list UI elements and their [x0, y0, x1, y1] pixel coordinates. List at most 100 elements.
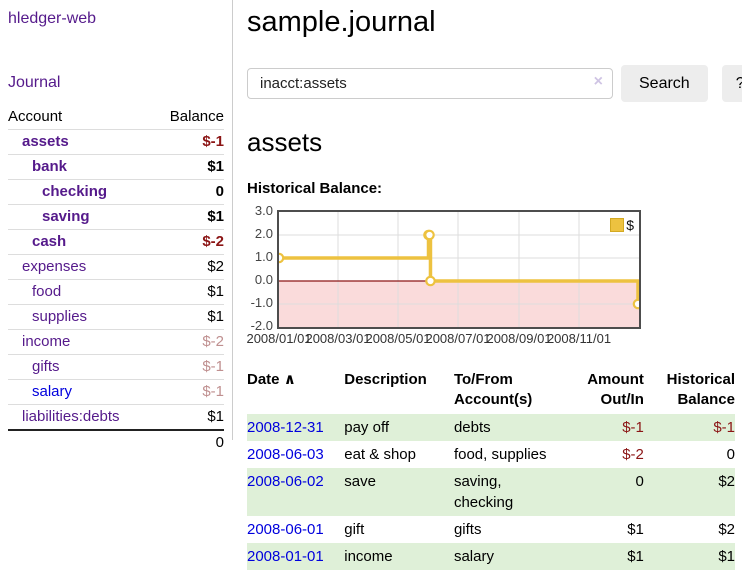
x-axis-tick-label: 2008/11/01 — [546, 331, 612, 346]
accounts-total-value: 0 — [153, 429, 224, 455]
y-axis-tick-label: 3.0 — [254, 203, 273, 218]
search-input[interactable] — [247, 68, 613, 99]
transaction-balance: $1 — [643, 543, 735, 570]
register-header-row: Date ∧ Description To/From Account(s) Am… — [247, 368, 735, 414]
account-balance: 0 — [153, 179, 224, 205]
transaction-description: pay off — [344, 414, 454, 441]
account-balance: $1 — [153, 279, 224, 305]
account-link[interactable]: saving — [42, 208, 90, 225]
transaction-balance: 0 — [726, 446, 735, 463]
account-balance: $1 — [153, 204, 224, 230]
register-row: 2008-12-31 pay off debts $-1 $-1 — [247, 414, 735, 441]
account-link[interactable]: gifts — [32, 358, 60, 375]
transaction-amount: $-2 — [622, 446, 644, 463]
transaction-amount: $1 — [567, 543, 644, 570]
account-balance: $1 — [153, 154, 224, 180]
sort-ascending-icon: ∧ — [283, 371, 296, 388]
account-row: liabilities:debts $1 — [8, 404, 224, 431]
account-row: food $1 — [8, 279, 224, 305]
account-link[interactable]: bank — [32, 158, 68, 175]
account-balance: $-2 — [153, 329, 224, 355]
transaction-amount: $-1 — [567, 414, 644, 441]
accounts-total-row: 0 — [8, 429, 224, 455]
account-link[interactable]: cash — [32, 233, 67, 250]
x-axis-tick-label: 2008/03/01 — [305, 331, 371, 346]
account-link[interactable]: assets — [22, 133, 69, 150]
transaction-amount: 0 — [567, 468, 644, 516]
register-row: 2008-06-02 save saving, checking 0 $2 — [247, 468, 735, 516]
accounts-table: Account Balance assets $-1 bank $1 checking 0… — [8, 104, 224, 455]
transaction-accounts: food, supplies — [453, 446, 547, 463]
accounts-header-row: Account Balance — [8, 104, 224, 130]
transaction-date-link[interactable]: 2008-12-31 — [247, 419, 324, 436]
transaction-accounts: salary — [453, 543, 568, 570]
x-axis-tick-label: 2008/05/01 — [365, 331, 431, 346]
account-row: saving $1 — [8, 204, 224, 230]
data-point-marker — [632, 298, 644, 310]
clear-search-icon[interactable]: × — [593, 73, 603, 90]
x-axis-tick-label: 2008/01/01 — [246, 331, 312, 346]
account-link[interactable]: salary — [32, 383, 73, 400]
account-balance: $-2 — [153, 229, 224, 255]
accounts-header-account: Account — [8, 104, 154, 130]
accounts-header-balance: Balance — [153, 104, 224, 130]
transaction-date-link[interactable]: 2008-06-01 — [247, 521, 324, 538]
account-row: income $-2 — [8, 329, 224, 355]
register-header-amount: Amount Out/In — [587, 371, 644, 408]
account-row: expenses $2 — [8, 254, 224, 280]
transaction-date-link[interactable]: 2008-06-03 — [247, 446, 324, 463]
transaction-balance: $2 — [718, 521, 735, 538]
account-row: cash $-2 — [8, 229, 224, 255]
data-point-marker — [424, 229, 435, 241]
account-heading: assets — [247, 127, 323, 157]
register-row: 2008-06-01 gift gifts $1 $2 — [247, 516, 735, 543]
account-balance: $1 — [153, 404, 224, 431]
page-title: sample.journal — [247, 6, 436, 38]
account-link[interactable]: expenses — [22, 258, 87, 275]
transaction-description: eat & shop — [344, 446, 416, 463]
register-header-date[interactable]: Date ∧ — [247, 371, 296, 388]
account-link[interactable]: checking — [42, 183, 108, 200]
account-row: supplies $1 — [8, 304, 224, 330]
transaction-description: save — [344, 468, 454, 516]
transaction-balance: $2 — [643, 468, 735, 516]
y-axis-tick-label: -1.0 — [250, 295, 273, 310]
transaction-amount: $1 — [627, 521, 644, 538]
data-point-marker — [425, 275, 436, 287]
chart-canvas — [273, 212, 644, 327]
account-link[interactable]: supplies — [32, 308, 88, 325]
account-row: checking 0 — [8, 179, 224, 205]
app-title-link[interactable]: hledger-web — [8, 10, 97, 27]
search-bar: × Search ? — [247, 65, 742, 102]
y-axis-tick-label: 0.0 — [254, 272, 273, 287]
account-row: assets $-1 — [8, 129, 224, 155]
register-header-accounts: To/From Account(s) — [453, 371, 533, 408]
account-link[interactable]: liabilities:debts — [22, 408, 120, 425]
transaction-date-link[interactable]: 2008-06-02 — [247, 473, 324, 490]
account-link[interactable]: food — [32, 283, 62, 300]
transaction-accounts: debts — [453, 414, 568, 441]
account-link[interactable]: income — [22, 333, 71, 350]
chart-title: Historical Balance: — [247, 180, 383, 197]
chart-legend: $ — [610, 217, 634, 233]
register-table: Date ∧ Description To/From Account(s) Am… — [247, 368, 735, 570]
sidebar-item-journal[interactable]: Journal — [8, 74, 61, 91]
x-axis-tick-label: 2008/09/01 — [486, 331, 552, 346]
account-row: gifts $-1 — [8, 354, 224, 380]
chart-plot-area: $ — [273, 210, 644, 329]
transaction-balance: $-1 — [643, 414, 735, 441]
register-header-description: Description — [344, 371, 427, 388]
transaction-date-link[interactable]: 2008-01-01 — [247, 548, 324, 565]
main-content: sample.journal × Search ? assets Histori… — [246, 0, 742, 570]
legend-swatch-icon — [610, 218, 625, 232]
register-header-balance: Historical Balance — [666, 371, 735, 408]
search-button[interactable]: Search — [621, 65, 708, 102]
y-axis-tick-label: 1.0 — [254, 249, 273, 264]
transaction-description: income — [344, 543, 454, 570]
y-axis-tick-label: -2.0 — [250, 318, 273, 333]
help-button[interactable]: ? — [721, 65, 742, 102]
account-row: bank $1 — [8, 154, 224, 180]
account-balance: $1 — [153, 304, 224, 330]
historical-balance-chart: $ 3.0 2.0 1.0 0.0 -1.0 -2.0 2008/01/01 2008/03/… — [246, 203, 667, 348]
